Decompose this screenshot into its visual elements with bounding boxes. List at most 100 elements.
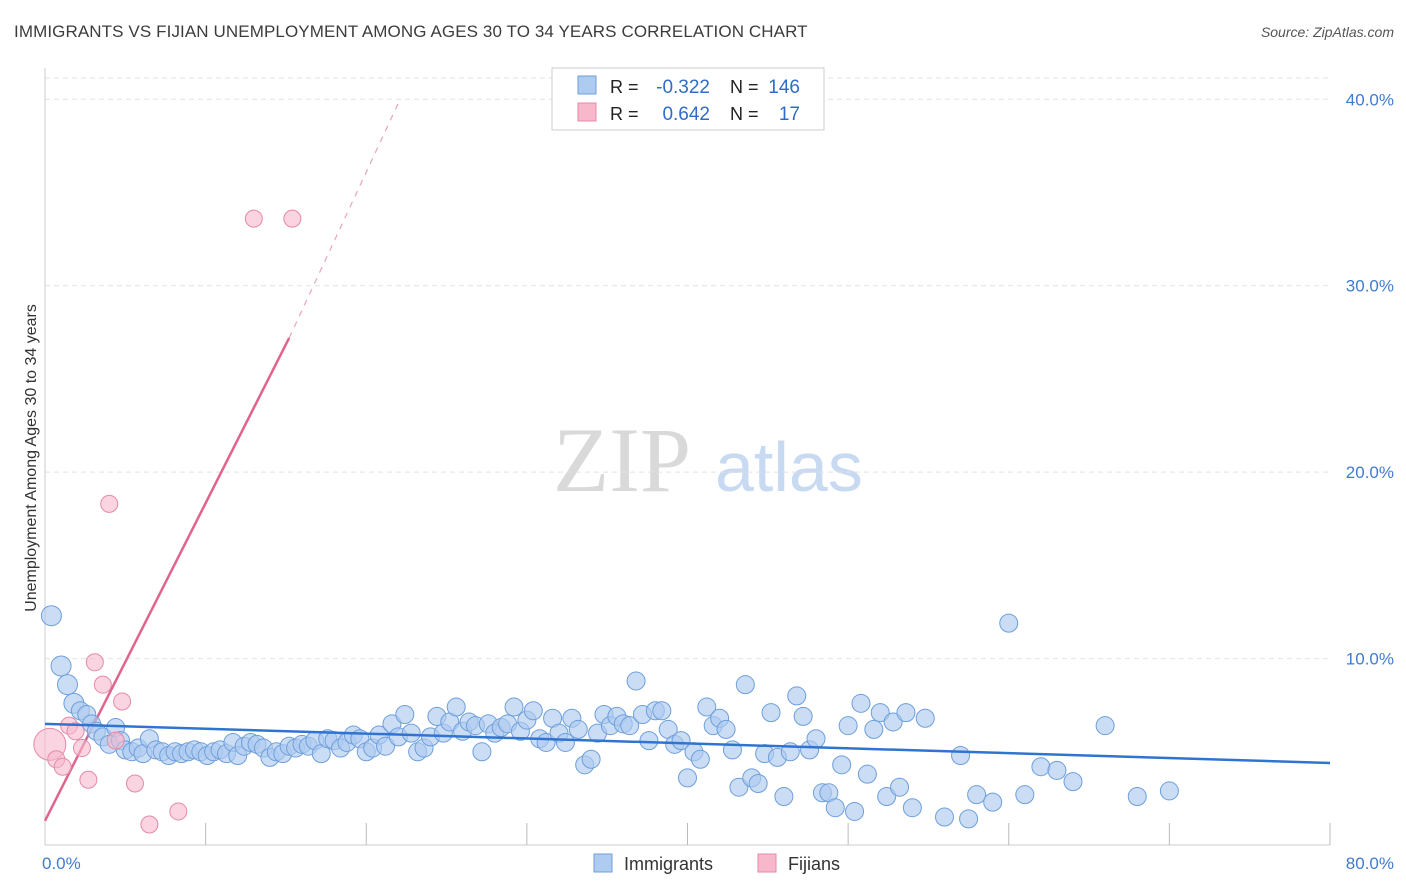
immigrant-point [1127, 787, 1147, 807]
immigrant-point [639, 731, 659, 751]
immigrant-point [395, 705, 415, 724]
fijian-point [283, 209, 302, 228]
fijian-point [244, 209, 263, 228]
immigrant-point [870, 703, 890, 723]
immigrant-point [748, 773, 768, 793]
immigrant-point [376, 736, 396, 756]
stats-swatch-fijians [577, 102, 597, 122]
fijians-trend [43, 102, 399, 822]
immigrant-point [56, 674, 78, 696]
immigrant-point [864, 719, 884, 739]
immigrant-point [729, 777, 749, 797]
fijian-point [100, 494, 119, 513]
immigrant-point [851, 693, 871, 713]
stats-r-immigrants: -0.322 [656, 77, 710, 98]
fijians-trend-extension [288, 102, 399, 339]
immigrant-point [555, 732, 575, 752]
stats-r-fijians: 0.642 [662, 104, 710, 125]
y-tick-label: 30.0% [1346, 277, 1394, 296]
chart-title: IMMIGRANTS VS FIJIAN UNEMPLOYMENT AMONG … [14, 22, 808, 41]
immigrant-point [504, 697, 524, 717]
immigrant-point [1015, 785, 1035, 805]
immigrant-point [401, 723, 421, 743]
immigrant-point [999, 613, 1019, 633]
watermark: ZIP atlas [553, 409, 863, 511]
legend-swatch-immigrants[interactable] [593, 853, 613, 873]
immigrant-point [716, 719, 736, 739]
immigrant-point [1095, 716, 1115, 736]
immigrants-trend-line [44, 722, 1331, 765]
immigrant-point [883, 712, 903, 732]
x-min-label: 0.0% [42, 854, 81, 873]
stats-box-frame [551, 67, 825, 131]
immigrant-point [832, 755, 852, 775]
immigrant-point [652, 701, 672, 721]
legend-swatch-fijians[interactable] [757, 853, 777, 873]
immigrant-point [951, 746, 971, 766]
legend: Immigrants Fijians [593, 853, 840, 874]
y-tick-labels: 10.0% 20.0% 30.0% 40.0% [1346, 90, 1394, 668]
fijian-point [125, 774, 144, 793]
watermark-atlas: atlas [715, 428, 863, 506]
immigrant-point [523, 701, 543, 721]
immigrant-point [761, 703, 781, 723]
immigrant-point [967, 785, 987, 805]
stats-n-immigrants: 146 [768, 77, 800, 98]
immigrant-point [1031, 757, 1051, 777]
y-tick-label: 20.0% [1346, 463, 1394, 482]
immigrant-point [983, 792, 1003, 812]
immigrant-point [446, 697, 466, 717]
immigrant-point [838, 716, 858, 736]
immigrant-point [845, 801, 865, 821]
immigrant-point [857, 764, 877, 784]
fijian-point [85, 653, 104, 672]
fijian-point [140, 815, 159, 834]
fijian-point [113, 692, 132, 711]
fijians-points [33, 209, 302, 834]
immigrant-point [671, 731, 691, 751]
immigrant-point [50, 655, 72, 677]
immigrant-point [735, 675, 755, 695]
y-tick-label: 10.0% [1346, 650, 1394, 669]
immigrant-point [620, 716, 640, 736]
legend-label-immigrants[interactable]: Immigrants [624, 854, 713, 874]
immigrant-point [935, 807, 954, 827]
stats-swatch-immigrants [577, 75, 597, 95]
immigrant-point [1047, 760, 1067, 780]
immigrant-point [472, 742, 492, 762]
fijian-point [66, 722, 85, 741]
gridlines [45, 77, 1330, 660]
stats-n-label-fijians: N = [730, 104, 759, 124]
legend-label-fijians[interactable]: Fijians [788, 854, 840, 874]
fijian-point [53, 757, 72, 776]
immigrant-point [678, 768, 697, 788]
stats-n-label-immigrants: N = [730, 77, 759, 97]
fijian-point [106, 731, 125, 750]
immigrant-point [626, 671, 646, 691]
source-label: Source: ZipAtlas.com [1260, 24, 1394, 40]
x-max-label: 80.0% [1346, 854, 1394, 873]
immigrant-point [793, 706, 813, 726]
immigrant-point [581, 749, 601, 769]
fijian-point [79, 770, 98, 789]
immigrant-point [774, 787, 794, 807]
immigrant-point [1159, 781, 1179, 801]
immigrant-point [40, 605, 62, 627]
immigrant-point [915, 708, 935, 728]
immigrant-point [877, 787, 897, 807]
immigrant-point [787, 686, 807, 706]
immigrant-point [568, 719, 588, 739]
fijian-point [93, 675, 112, 694]
y-tick-label: 40.0% [1346, 90, 1394, 109]
stats-n-fijians: 17 [779, 104, 800, 125]
immigrant-point [697, 697, 717, 717]
x-ticks [205, 823, 1331, 845]
immigrant-point [825, 798, 845, 818]
stats-r-label-fijians: R = [610, 104, 639, 124]
stats-box: R = -0.322 N = 146 R = 0.642 N = 17 [551, 67, 825, 131]
immigrant-point [690, 749, 710, 769]
immigrants-points [40, 605, 1179, 829]
immigrant-point [890, 777, 910, 797]
immigrants-trend [44, 722, 1331, 765]
